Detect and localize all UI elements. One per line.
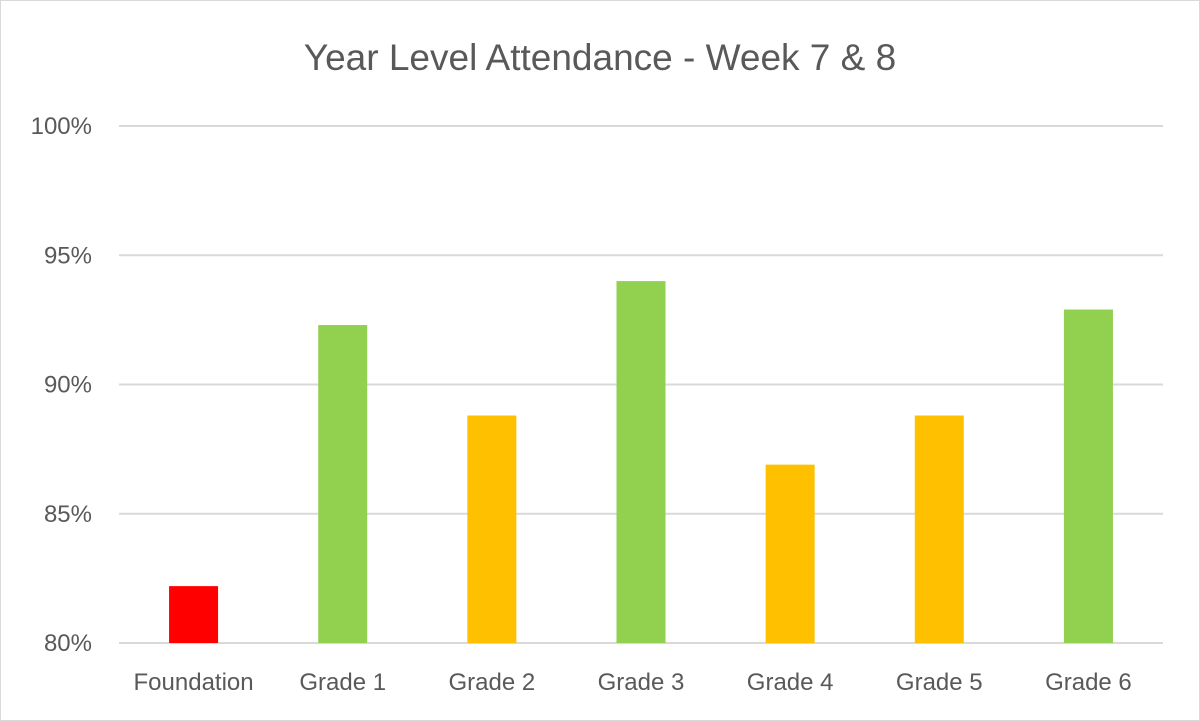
bar (318, 325, 368, 643)
x-tick-label: Grade 6 (1045, 669, 1132, 696)
x-tick-label: Grade 3 (598, 669, 685, 696)
bar (616, 281, 666, 643)
y-tick-label: 100% (31, 113, 92, 140)
x-tick-label: Grade 2 (448, 669, 535, 696)
x-tick-label: Grade 4 (747, 669, 834, 696)
x-tick-label: Grade 1 (299, 669, 386, 696)
y-tick-label: 85% (44, 501, 92, 528)
bar (169, 586, 219, 643)
y-tick-label: 90% (44, 372, 92, 399)
bar (467, 415, 517, 643)
bar (765, 464, 815, 643)
y-tick-label: 80% (44, 630, 92, 657)
x-tick-label: Grade 5 (896, 669, 983, 696)
x-tick-label: Foundation (134, 669, 254, 696)
bar (914, 415, 964, 643)
y-tick-label: 95% (44, 242, 92, 269)
chart-title: Year Level Attendance - Week 7 & 8 (303, 37, 897, 78)
bar (1063, 309, 1113, 643)
